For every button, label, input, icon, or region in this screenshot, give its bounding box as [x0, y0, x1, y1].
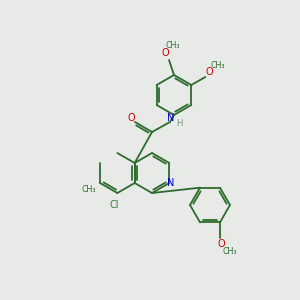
Text: N: N	[167, 113, 175, 123]
Text: O: O	[127, 113, 135, 123]
Text: O: O	[206, 67, 213, 77]
Text: Cl: Cl	[110, 200, 119, 210]
Text: CH₃: CH₃	[223, 247, 237, 256]
Text: CH₃: CH₃	[210, 61, 225, 70]
Text: N: N	[167, 178, 174, 188]
Text: O: O	[161, 48, 169, 58]
Text: O: O	[217, 239, 225, 249]
Text: H: H	[176, 118, 182, 127]
Text: CH₃: CH₃	[82, 185, 96, 194]
Text: CH₃: CH₃	[166, 41, 180, 50]
